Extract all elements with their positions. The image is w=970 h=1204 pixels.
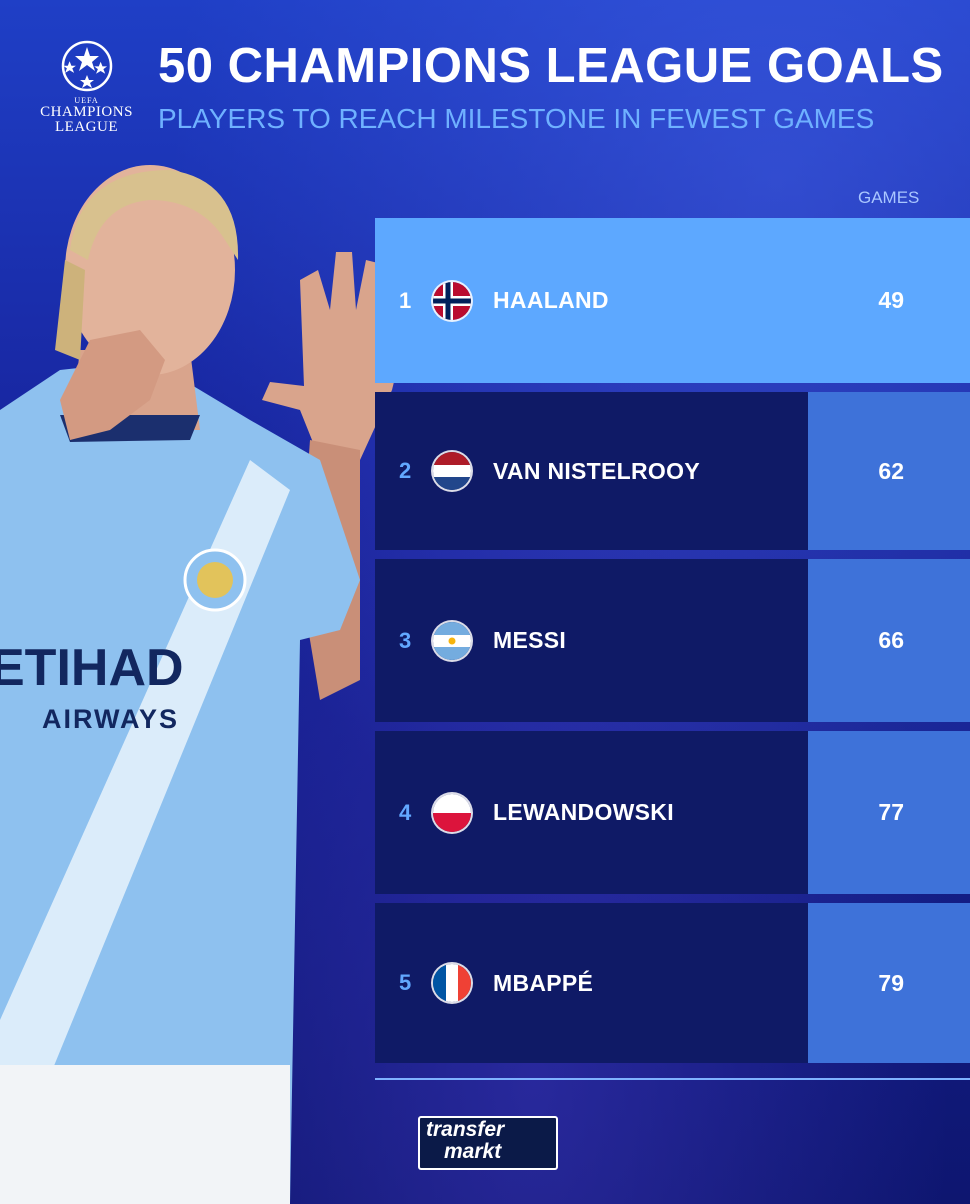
shirt-sponsor-line2: AIRWAYS [42, 704, 179, 734]
france-flag-icon [433, 964, 471, 1002]
transfermarkt-logo: transfer markt [418, 1116, 558, 1170]
games-cell-bg [808, 903, 970, 1063]
games-column-header: GAMES [858, 188, 920, 207]
player-name: HAALAND [493, 287, 609, 313]
rank-number: 3 [399, 627, 412, 653]
logo-box [418, 1116, 558, 1170]
games-value: 49 [878, 287, 904, 313]
rank-number: 2 [399, 458, 412, 483]
table-row: 4 LEWANDOWSKI 77 [375, 731, 970, 894]
games-value: 79 [878, 969, 904, 996]
starball-icon [61, 40, 112, 92]
table-row: 3 MESSI 66 [375, 559, 970, 722]
games-cell-bg [808, 559, 970, 722]
norway-flag-icon [433, 281, 471, 320]
games-cell-bg [808, 731, 970, 894]
player-name: LEWANDOWSKI [493, 799, 674, 825]
table-row: 1 HAALAND 49 [375, 218, 970, 383]
games-value: 77 [878, 799, 904, 825]
table-row: 2 VAN NISTELROOY 62 [375, 392, 970, 550]
player-name: VAN NISTELROOY [493, 457, 700, 484]
table-row: 5 MBAPPÉ 79 [375, 903, 970, 1063]
rank-number: 1 [399, 287, 412, 313]
page-subtitle: PLAYERS TO REACH MILESTONE IN FEWEST GAM… [158, 103, 875, 134]
shirt-sponsor-line1: ETIHAD [0, 639, 184, 697]
champions-league-logo: UEFA CHAMPIONS LEAGUE [24, 38, 149, 148]
rank-number: 4 [399, 799, 412, 825]
ranking-table: 1 HAALAND 49 2 VAN NISTELROOY 62 3 MESSI… [375, 218, 970, 1072]
page-title: 50 CHAMPIONS LEAGUE GOALS [158, 39, 944, 93]
logo-uefa-text: UEFA [74, 96, 99, 105]
games-cell-bg [808, 392, 970, 550]
player-name: MESSI [493, 627, 567, 653]
table-divider [375, 1078, 970, 1080]
logo-champions-text: CHAMPIONS [40, 104, 133, 120]
rank-number: 5 [399, 970, 412, 995]
player-name: MBAPPÉ [493, 969, 594, 996]
logo-text-markt: markt [444, 1140, 502, 1163]
games-value: 62 [878, 457, 904, 484]
argentina-flag-icon [433, 621, 471, 660]
player-photo: ETIHAD AIRWAYS [0, 165, 414, 1204]
logo-league-text: LEAGUE [55, 119, 118, 135]
games-value: 66 [878, 627, 904, 653]
netherlands-flag-icon [433, 452, 471, 490]
poland-flag-icon [433, 793, 471, 832]
logo-text-transfer: transfer [426, 1118, 505, 1141]
